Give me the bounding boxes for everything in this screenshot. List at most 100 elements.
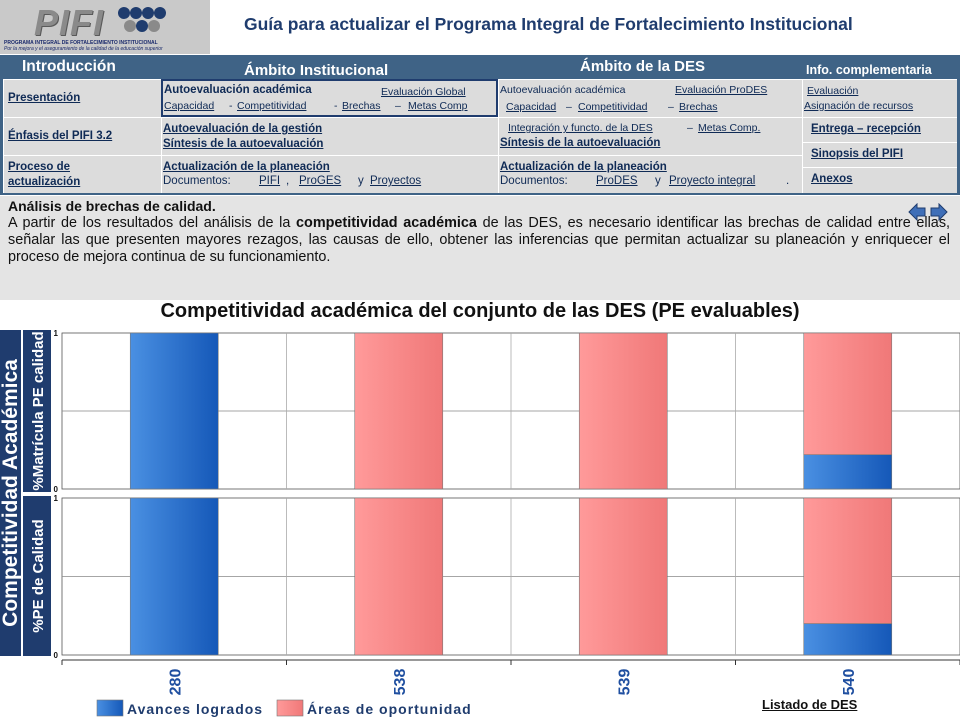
inst-proges-link[interactable]: ProGES (299, 175, 342, 187)
group-label-banner (0, 330, 21, 656)
next-arrow-icon[interactable] (930, 203, 948, 221)
inst-brechas-link[interactable]: Brechas (342, 100, 381, 112)
separator: - (229, 100, 233, 112)
bar (578, 497, 668, 656)
y-tick-label: 1 (54, 494, 59, 503)
logo-subtitle: PROGRAMA INTEGRAL DE FORTALECIMIENTO INS… (4, 40, 209, 52)
enfasis-link[interactable]: Énfasis del PIFI 3.2 (8, 130, 113, 142)
bar (129, 497, 219, 656)
description-text: de las DES, es necesario identificar las… (8, 215, 951, 265)
inst-sintesis-link[interactable]: Síntesis de la autoevaluación (163, 138, 324, 150)
separator: – (668, 101, 674, 113)
presentacion-link[interactable]: Presentación (8, 92, 81, 104)
separator: – (566, 101, 572, 113)
description-body: A partir de los resultados del análisis … (8, 215, 950, 266)
x-tick-label: 539 (616, 669, 633, 696)
x-tick-label: 280 (167, 669, 184, 696)
inst-autoeval-label: Autoevaluación académica (164, 84, 312, 96)
logo-wordmark: PIFI (34, 2, 105, 43)
x-tick-label: 540 (841, 669, 858, 696)
y-tick-label: 0 (54, 485, 59, 494)
actualizacion-link[interactable]: actualización (8, 176, 81, 188)
panel-ylabel: %PE de Calidad (30, 519, 47, 632)
des-proyecto-link[interactable]: Proyecto integral (669, 175, 756, 187)
separator: - (334, 100, 338, 112)
nav-cell-inst-gestion: Autoevaluación de la gestión Síntesis de… (161, 117, 498, 155)
description-text: A partir de los resultados del análisis … (8, 215, 297, 231)
des-y-label: y (655, 175, 661, 187)
y-tick-label: 0 (54, 651, 59, 660)
inst-metas-link[interactable]: Metas Comp (408, 100, 468, 112)
proceso-link[interactable]: Proceso de (8, 161, 70, 173)
info-entrega-link[interactable]: Entrega – recepción (811, 123, 921, 135)
bar (803, 454, 893, 490)
des-actualizacion-link[interactable]: Actualización de la planeación (500, 161, 667, 173)
description-highlight: competitividad académica (296, 215, 477, 231)
separator: . (786, 175, 790, 187)
nav-cell-des-integracion: Integración y functo. de la DES – Metas … (498, 117, 802, 155)
info-asignacion-link[interactable]: Asignación de recursos (804, 100, 914, 112)
bar (803, 497, 893, 624)
bar (354, 332, 444, 490)
nav-cell-info-sinopsis: Sinopsis del PIFI (802, 142, 957, 167)
inst-competitividad-link[interactable]: Competitividad (237, 100, 307, 112)
des-prodes-link[interactable]: ProDES (596, 175, 638, 187)
nav-cell-info-entrega: Entrega – recepción (802, 117, 957, 142)
previous-arrow-icon[interactable] (908, 203, 926, 221)
inst-proyectos-link[interactable]: Proyectos (370, 175, 422, 187)
panel-label-banner (23, 496, 51, 656)
x-tick-label: 538 (392, 669, 409, 696)
chart-title: Competitividad académica del conjunto de… (160, 300, 800, 322)
nav-header-institucional[interactable]: Ámbito Institucional (244, 62, 389, 79)
inst-actualizacion-link[interactable]: Actualización de la planeación (163, 161, 330, 173)
legend-label: Áreas de oportunidad (307, 701, 472, 717)
bar (803, 623, 893, 656)
bar (129, 332, 219, 490)
nav-cell-enfasis: Énfasis del PIFI 3.2 (3, 117, 161, 155)
y-tick-label: 1 (54, 329, 59, 338)
group-label: Competitividad Académica (0, 359, 22, 627)
nav-cell-des-autoeval: Autoevaluación académica Evaluación ProD… (498, 79, 802, 117)
nav-header-intro[interactable]: Introducción (22, 58, 116, 75)
legend-label: Avances logrados (127, 701, 263, 717)
panel-label-banner (23, 330, 51, 492)
des-sintesis-link[interactable]: Síntesis de la autoevaluación (500, 137, 661, 149)
nav-header-des[interactable]: Ámbito de la DES (580, 58, 706, 75)
des-capacidad-link[interactable]: Capacidad (506, 101, 557, 113)
info-anexos-link[interactable]: Anexos (811, 173, 853, 185)
des-autoeval-label: Autoevaluación académica (500, 84, 626, 96)
description-box: Análisis de brechas de calidad. A partir… (0, 196, 960, 300)
inst-eval-global-link[interactable]: Evaluación Global (381, 86, 466, 98)
nav-cell-des-actualizacion: Actualización de la planeación Documento… (498, 155, 802, 193)
des-eval-prodes-link[interactable]: Evaluación ProDES (675, 84, 768, 96)
bar (354, 497, 444, 656)
logo-subtitle-line: Por la mejora y el aseguramiento de la c… (4, 46, 163, 52)
inst-capacidad-link[interactable]: Capacidad (164, 100, 215, 112)
panel-ylabel: %Matrícula PE calidad (30, 331, 47, 490)
listado-des-link[interactable]: Listado de DES (762, 697, 858, 712)
separator: , (286, 175, 290, 187)
des-metas-link[interactable]: Metas Comp. (698, 122, 761, 134)
des-competitividad-link[interactable]: Competitividad (578, 101, 648, 113)
des-brechas-link[interactable]: Brechas (679, 101, 718, 113)
bar (578, 332, 668, 490)
page-title: Guía para actualizar el Programa Integra… (244, 14, 853, 34)
inst-gestion-link[interactable]: Autoevaluación de la gestión (163, 123, 323, 135)
inst-documentos-label: Documentos: (163, 175, 231, 187)
nav-cell-inst-autoeval: Autoevaluación académica Evaluación Glob… (161, 79, 498, 117)
logo-spheres-icon (118, 7, 166, 32)
nav-cell-presentacion: Presentación (3, 79, 161, 117)
inst-pifi-link[interactable]: PIFI (259, 175, 281, 187)
nav-cell-inst-actualizacion: Actualización de la planeación Documento… (161, 155, 498, 193)
legend-swatch (96, 699, 124, 717)
nav-cell-info-evaluacion: Evaluación Asignación de recursos (802, 79, 957, 117)
info-evaluacion-link[interactable]: Evaluación (807, 85, 859, 97)
nav-cell-info-anexos: Anexos (802, 167, 957, 193)
des-integracion-link[interactable]: Integración y functo. de la DES (508, 122, 653, 134)
nav-cell-proceso: Proceso de actualización (3, 155, 161, 193)
info-sinopsis-link[interactable]: Sinopsis del PIFI (811, 148, 904, 160)
nav-header-info[interactable]: Info. complementaria (806, 63, 932, 77)
des-documentos-label: Documentos: (500, 175, 568, 187)
pifi-logo[interactable]: PIFI PROGRAMA INTEGRAL DE FORTALECIMIENT… (0, 0, 210, 54)
legend-swatch (276, 699, 304, 717)
